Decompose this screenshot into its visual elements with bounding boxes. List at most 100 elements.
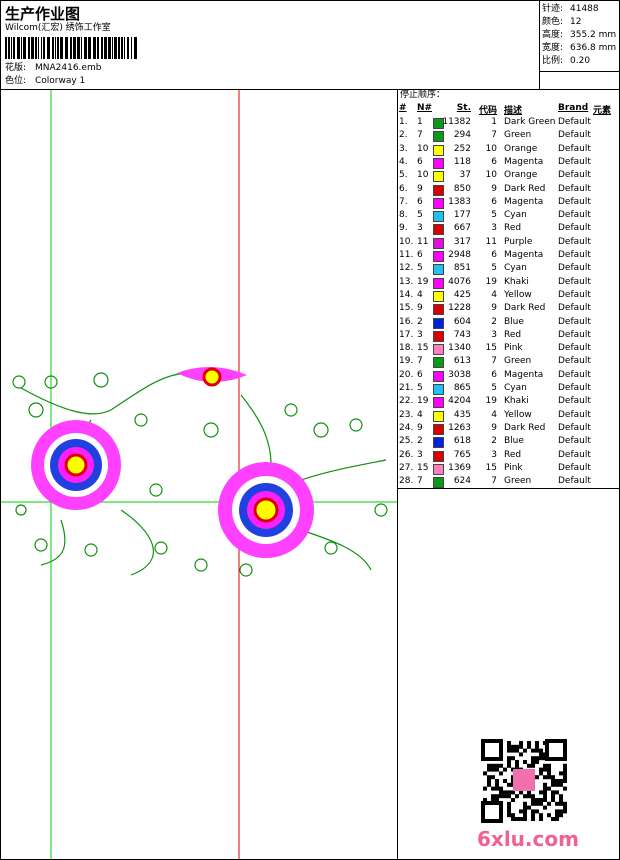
table-header: 代码 bbox=[478, 106, 497, 116]
table-header: Brand bbox=[558, 103, 589, 113]
stitches: 252 bbox=[453, 143, 471, 154]
color-swatch bbox=[433, 264, 444, 276]
row-index: 9. bbox=[399, 223, 408, 234]
row-index: 17. bbox=[399, 329, 414, 340]
code: 10 bbox=[485, 170, 497, 181]
table-header: 描述 bbox=[504, 106, 523, 116]
stitches: 294 bbox=[453, 130, 471, 141]
row-index: 18. bbox=[399, 343, 414, 354]
stitches: 4076 bbox=[448, 276, 471, 287]
description: Dark Red bbox=[504, 183, 546, 194]
description: Red bbox=[504, 223, 522, 234]
description: Magenta bbox=[504, 369, 544, 380]
description: Cyan bbox=[504, 383, 527, 393]
title: 生产作业图 bbox=[5, 5, 81, 23]
stat-label: 比例: bbox=[542, 56, 564, 66]
table-header: # bbox=[399, 103, 407, 113]
stitches: 865 bbox=[453, 383, 471, 393]
design-preview bbox=[1, 90, 397, 859]
description: Magenta bbox=[504, 156, 544, 167]
brand: Default bbox=[558, 130, 591, 141]
studio: Wilcom(汇宏) 绣饰工作室 bbox=[5, 23, 111, 33]
color-swatch bbox=[433, 370, 444, 382]
color-swatch bbox=[433, 330, 444, 342]
brand: Default bbox=[558, 369, 591, 380]
description: Purple bbox=[504, 236, 533, 247]
needle: 3 bbox=[417, 329, 423, 340]
needle: 11 bbox=[417, 236, 429, 247]
colorway-label: 色位: bbox=[5, 76, 27, 86]
color-swatch bbox=[433, 410, 444, 422]
code: 15 bbox=[485, 343, 497, 354]
brand: Default bbox=[558, 236, 591, 247]
row-index: 28. bbox=[399, 476, 414, 487]
color-swatch bbox=[433, 344, 444, 356]
code: 6 bbox=[491, 369, 497, 380]
row-index: 12. bbox=[399, 263, 414, 274]
description: Orange bbox=[504, 170, 538, 181]
needle: 7 bbox=[417, 130, 423, 141]
brand: Default bbox=[558, 343, 591, 354]
row-index: 10. bbox=[399, 236, 414, 247]
color-swatch bbox=[433, 211, 444, 223]
color-swatch bbox=[433, 304, 444, 316]
brand: Default bbox=[558, 462, 591, 473]
brand: Default bbox=[558, 223, 591, 234]
row-index: 16. bbox=[399, 316, 414, 327]
brand: Default bbox=[558, 356, 591, 367]
row-index: 15. bbox=[399, 303, 414, 314]
color-swatch bbox=[433, 290, 444, 302]
stitches: 2948 bbox=[448, 250, 471, 260]
row-index: 19. bbox=[399, 356, 414, 367]
description: Magenta bbox=[504, 196, 544, 207]
description: Khaki bbox=[504, 396, 529, 407]
row-index: 13. bbox=[399, 276, 414, 287]
description: Orange bbox=[504, 143, 538, 154]
brand: Default bbox=[558, 196, 591, 207]
color-swatch bbox=[433, 237, 444, 249]
description: Yellow bbox=[504, 289, 532, 300]
description: Blue bbox=[504, 316, 524, 327]
stitches: 624 bbox=[453, 476, 471, 487]
description: Dark Red bbox=[504, 303, 546, 314]
description: Dark Red bbox=[504, 422, 546, 433]
code: 6 bbox=[491, 250, 497, 260]
table-header: N# bbox=[417, 103, 433, 113]
row-index: 22. bbox=[399, 396, 414, 407]
color-swatch bbox=[433, 251, 444, 262]
stitches: 3038 bbox=[448, 369, 471, 380]
needle: 10 bbox=[417, 170, 429, 181]
stat-value: 355.2 mm bbox=[570, 30, 617, 40]
description: Khaki bbox=[504, 276, 529, 287]
needle: 4 bbox=[417, 409, 423, 420]
row-index: 4. bbox=[399, 156, 408, 167]
code: 19 bbox=[485, 276, 497, 287]
needle: 9 bbox=[417, 422, 423, 433]
row-index: 8. bbox=[399, 210, 408, 221]
code: 2 bbox=[491, 316, 497, 327]
needle: 6 bbox=[417, 156, 423, 167]
description: Red bbox=[504, 329, 522, 340]
brand: Default bbox=[558, 276, 591, 287]
row-index: 23. bbox=[399, 409, 414, 420]
description: Dark Green bbox=[504, 117, 556, 127]
brand: Default bbox=[558, 183, 591, 194]
needle: 3 bbox=[417, 223, 423, 234]
needle: 7 bbox=[417, 476, 423, 487]
row-index: 3. bbox=[399, 143, 408, 154]
row-index: 7. bbox=[399, 196, 408, 207]
qr-code bbox=[481, 739, 567, 823]
stitches: 1369 bbox=[448, 462, 471, 473]
design-label: 花版: bbox=[5, 63, 27, 73]
needle: 6 bbox=[417, 369, 423, 380]
row-index: 11. bbox=[399, 250, 414, 260]
brand: Default bbox=[558, 329, 591, 340]
row-index: 24. bbox=[399, 422, 414, 433]
brand: Default bbox=[558, 383, 591, 393]
description: Red bbox=[504, 449, 522, 460]
stitches: 667 bbox=[453, 223, 471, 234]
color-swatch bbox=[433, 423, 444, 435]
divider bbox=[1, 89, 619, 90]
needle: 15 bbox=[417, 462, 429, 473]
